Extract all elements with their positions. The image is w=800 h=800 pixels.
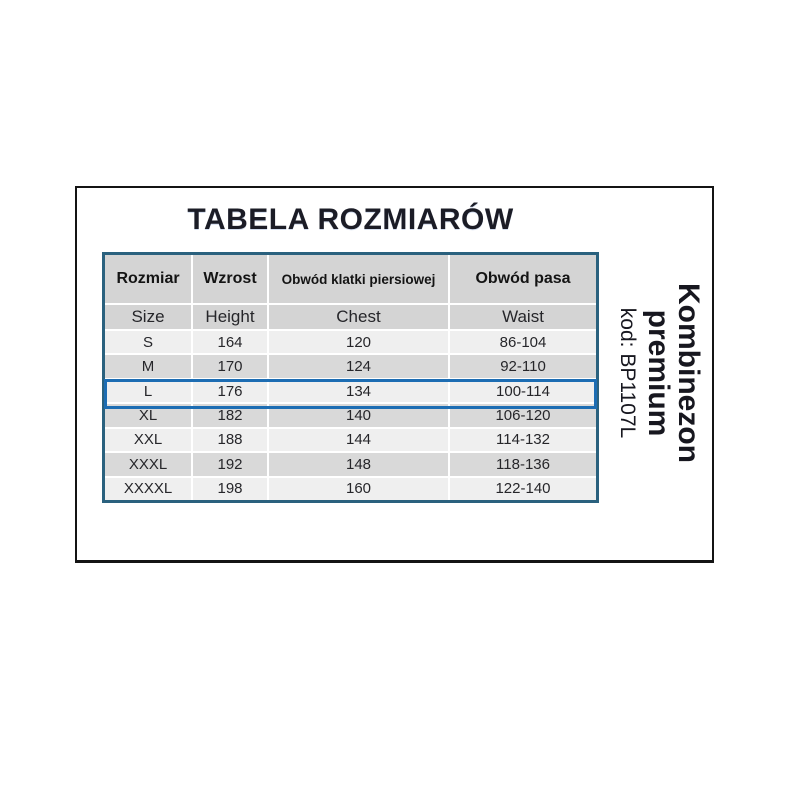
product-code: kod: BP1107L — [616, 307, 639, 439]
product-name-line1: Kombinezon — [672, 283, 705, 463]
cell-xl-size: XL — [105, 404, 191, 427]
product-name-line2: premium — [642, 309, 675, 437]
column-header-en: Size — [105, 305, 191, 329]
cell-m-chest: 124 — [269, 355, 448, 378]
cell-m-height: 170 — [193, 355, 267, 378]
cell-xxxxl-size: XXXXL — [105, 477, 191, 500]
product-side-label: Kombinezon premium kod: BP1107L — [607, 253, 705, 493]
column-header-pl: Obwód klatki piersiowej — [269, 255, 448, 303]
cell-xxxl-height: 192 — [193, 453, 267, 476]
cell-xl-chest: 140 — [269, 404, 448, 427]
cell-l-height: 176 — [193, 379, 267, 403]
size-chart-frame: TABELA ROZMIARÓW Rozmiar Wzrost Obwód klat… — [75, 186, 714, 563]
cell-m-waist: 92-110 — [450, 355, 596, 378]
size-table-grid: Rozmiar Wzrost Obwód klatki piersiowej Obwó… — [105, 255, 596, 500]
cell-xxxl-size: XXXL — [105, 453, 191, 476]
cell-xxxxl-chest: 160 — [269, 477, 448, 500]
size-table: Rozmiar Wzrost Obwód klatki piersiowej Obwó… — [102, 252, 599, 503]
cell-l-waist: 100-114 — [450, 379, 596, 403]
cell-m-size: M — [105, 355, 191, 378]
cell-xxl-chest: 144 — [269, 428, 448, 452]
cell-xl-waist: 106-120 — [450, 404, 596, 427]
cell-xl-height: 182 — [193, 404, 267, 427]
column-header-pl: Wzrost — [193, 255, 267, 303]
column-header-en: Height — [193, 305, 267, 329]
cell-xxl-size: XXL — [105, 428, 191, 452]
cell-xxl-height: 188 — [193, 428, 267, 452]
cell-xxxl-chest: 148 — [269, 453, 448, 476]
cell-l-size: L — [105, 379, 191, 403]
cell-s-height: 164 — [193, 331, 267, 354]
cell-xxxl-waist: 118-136 — [450, 453, 596, 476]
column-header-en: Chest — [269, 305, 448, 329]
cell-xxl-waist: 114-132 — [450, 428, 596, 452]
size-chart-title: TABELA ROZMIARÓW — [187, 203, 514, 236]
column-header-pl: Obwód pasa — [450, 255, 596, 303]
cell-s-chest: 120 — [269, 331, 448, 354]
column-header-pl: Rozmiar — [105, 255, 191, 303]
column-header-en: Waist — [450, 305, 596, 329]
cell-s-waist: 86-104 — [450, 331, 596, 354]
cell-s-size: S — [105, 331, 191, 354]
cell-l-chest: 134 — [269, 379, 448, 403]
cell-xxxxl-height: 198 — [193, 477, 267, 500]
cell-xxxxl-waist: 122-140 — [450, 477, 596, 500]
